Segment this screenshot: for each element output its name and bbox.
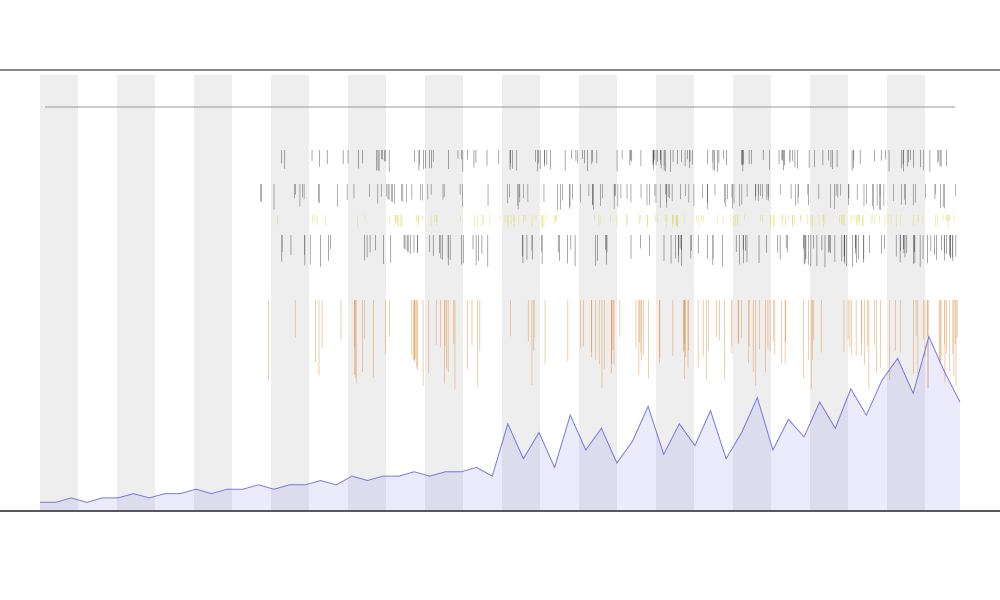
band — [733, 75, 771, 511]
line — [40, 335, 961, 503]
band — [656, 75, 694, 511]
band — [502, 75, 540, 511]
band — [579, 75, 617, 511]
band — [810, 75, 848, 511]
band — [40, 75, 78, 511]
area — [40, 336, 960, 511]
band — [348, 75, 386, 511]
band — [887, 75, 925, 511]
band — [425, 75, 463, 511]
band — [117, 75, 155, 511]
band — [271, 75, 309, 511]
band — [194, 75, 232, 511]
